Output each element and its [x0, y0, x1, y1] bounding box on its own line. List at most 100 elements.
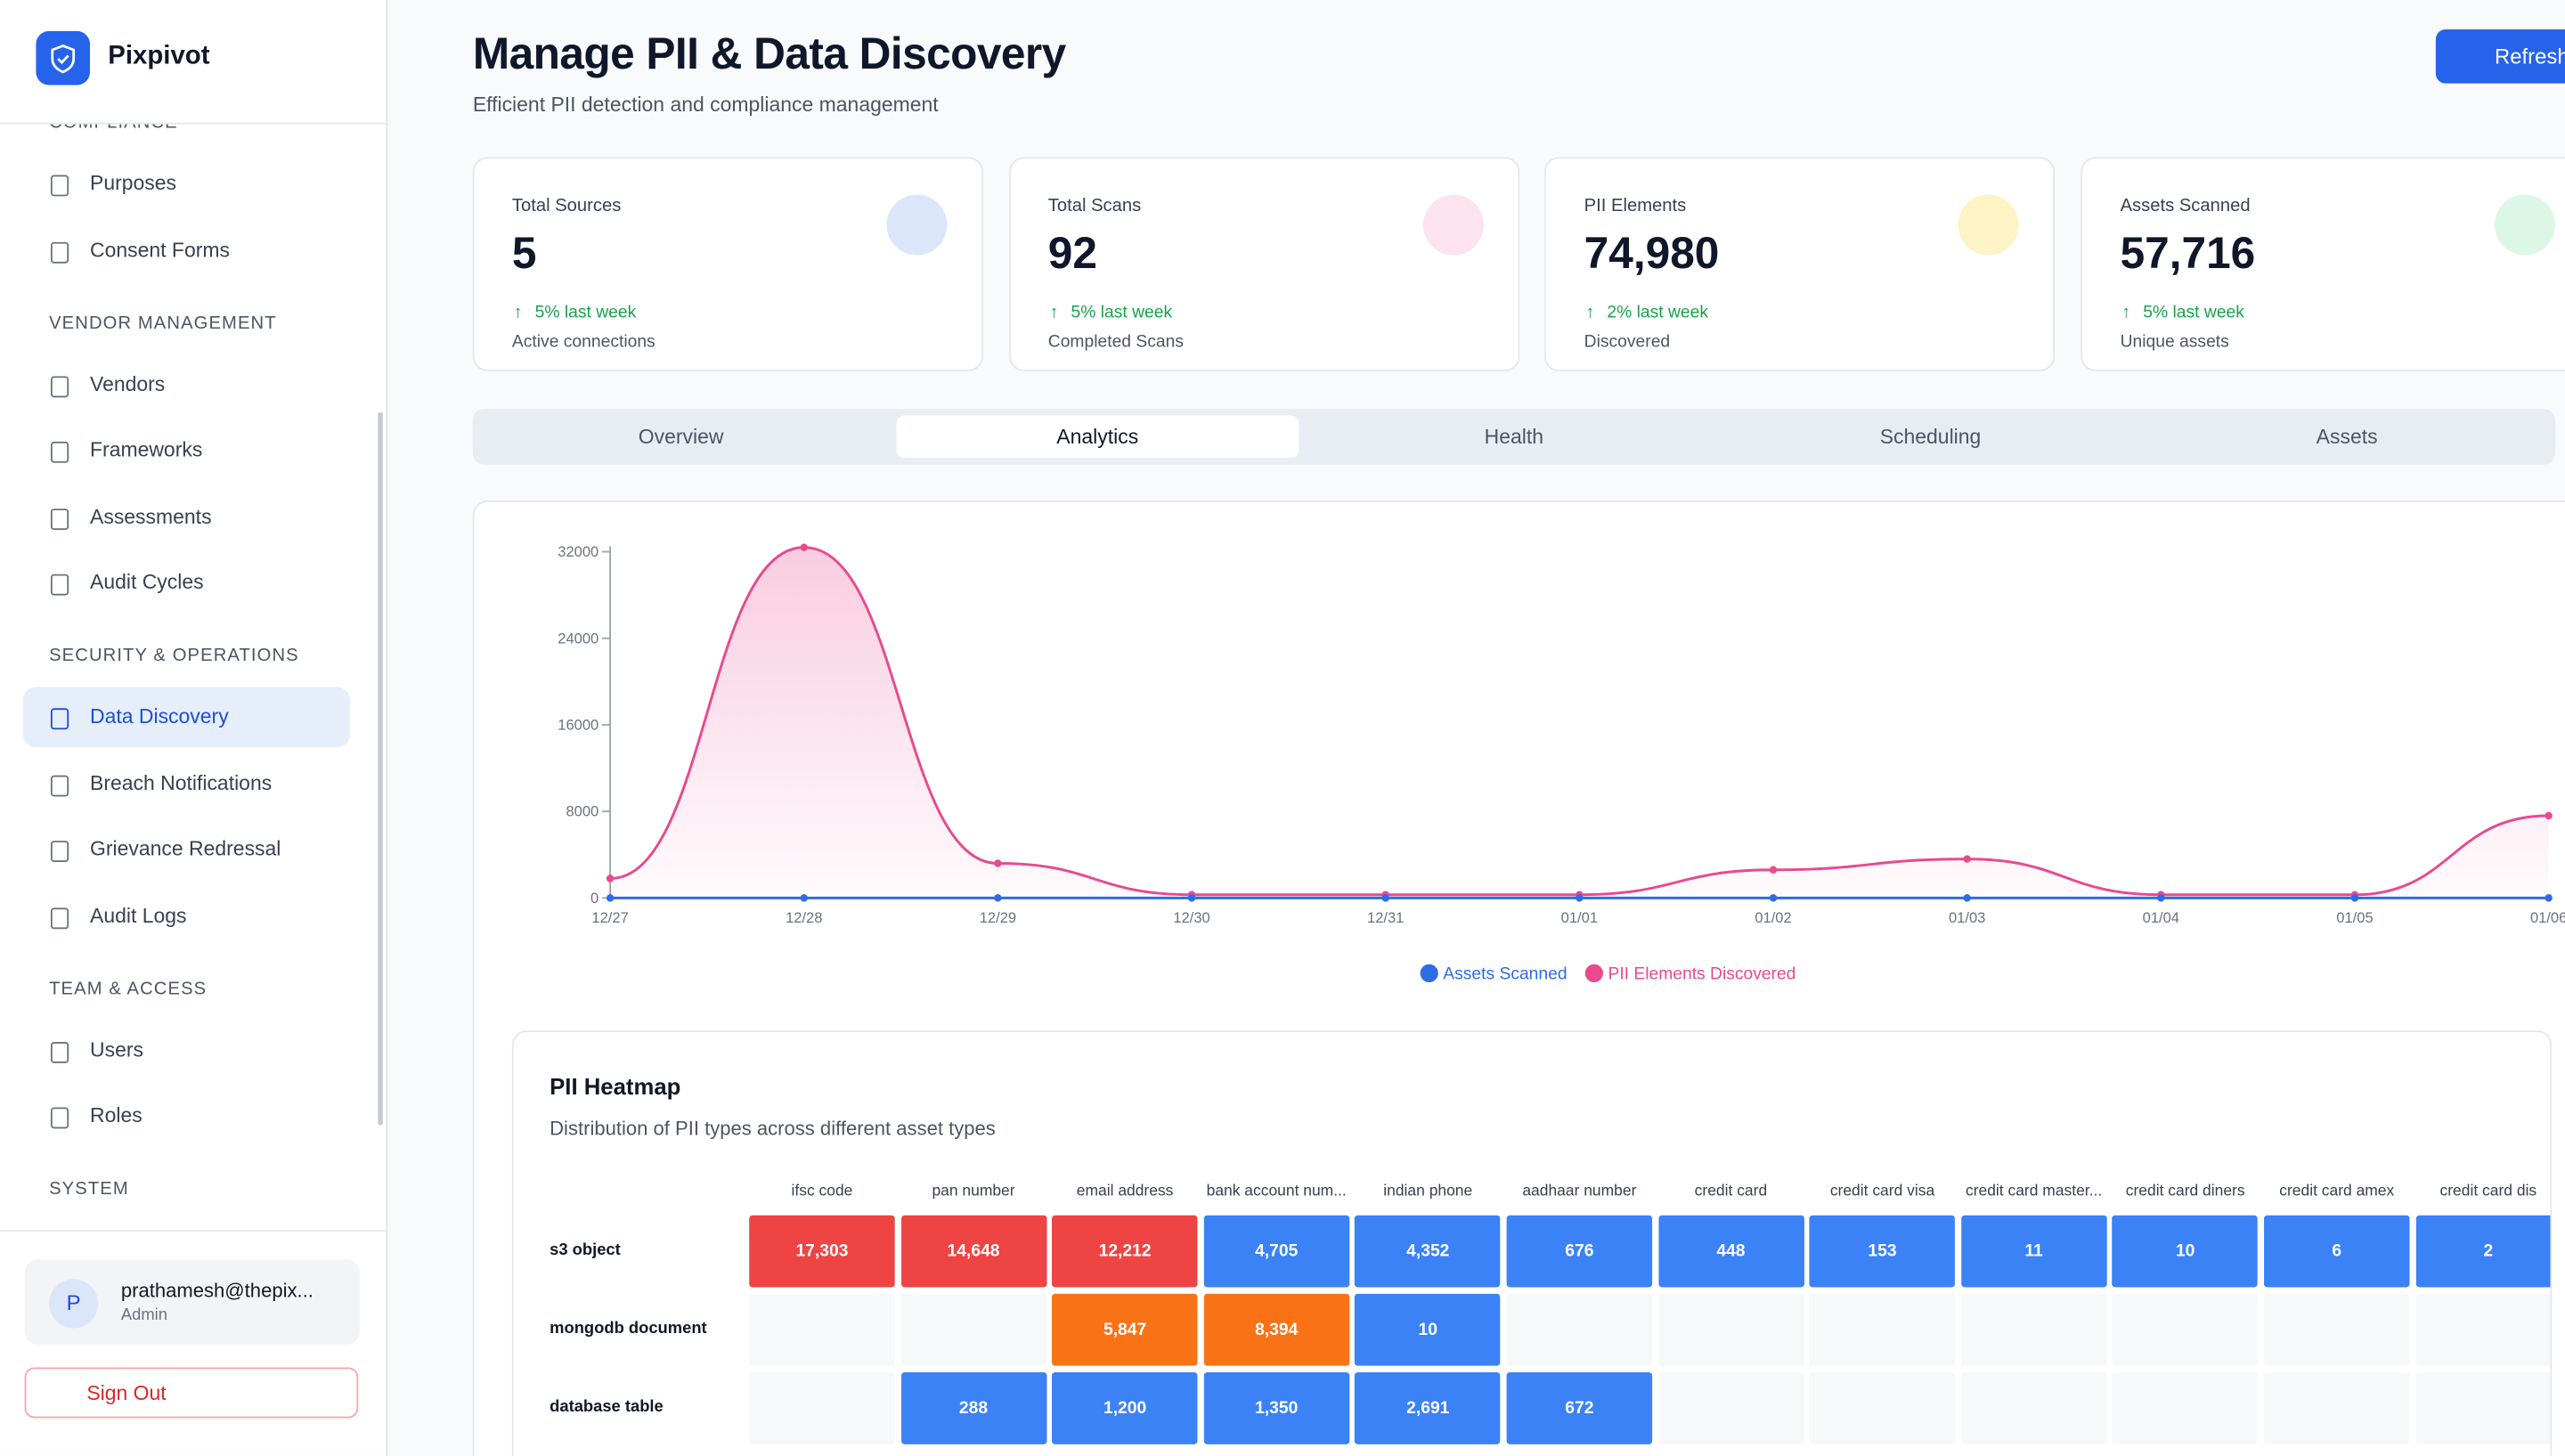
heatmap-column: credit card dis — [2439, 1182, 2537, 1201]
point — [1187, 894, 1196, 902]
point — [2350, 894, 2359, 902]
point — [2157, 894, 2165, 902]
heatmap-cell — [900, 1293, 1046, 1366]
nav-item[interactable]: Breach Notifications — [23, 753, 350, 814]
nav-item[interactable]: Roles — [23, 1086, 350, 1147]
heatmap-cell — [2415, 1372, 2551, 1444]
heatmap-cell: 4,705 — [1203, 1215, 1349, 1288]
heatmap-cell — [2112, 1293, 2259, 1366]
heatmap-column: indian phone — [1383, 1182, 1473, 1201]
y-tick-label: 0 — [590, 890, 598, 907]
stat-icon — [2495, 194, 2556, 256]
nav-item[interactable]: Audit Logs — [23, 886, 350, 947]
tab[interactable]: Health — [1484, 425, 1544, 449]
heatmap-column: pan number — [932, 1182, 1015, 1201]
page-subtitle: Efficient PII detection and compliance m… — [472, 93, 939, 117]
stat-value: 92 — [1047, 229, 1097, 279]
heatmap-cell — [1506, 1293, 1653, 1366]
heatmap-cell: 676 — [1506, 1215, 1653, 1288]
user-role: Admin — [120, 1306, 168, 1325]
heatmap-cell — [1809, 1372, 1956, 1444]
tab[interactable]: Assets — [2316, 425, 2378, 449]
heatmap-cell: 1,200 — [1052, 1372, 1198, 1444]
nav-item[interactable]: Data Discovery — [22, 687, 351, 748]
line — [610, 546, 2549, 897]
nav-item[interactable]: Assessments — [23, 486, 350, 547]
stat-label: Total Scans — [1047, 196, 1142, 216]
nav-section: TEAM & ACCESS — [49, 979, 208, 999]
x-tick-label: 01/05 — [2336, 909, 2373, 926]
stat-card: Total Sources 5 5% last week Active connect… — [472, 157, 983, 371]
tab[interactable]: Analytics — [895, 415, 1299, 459]
nav-item[interactable]: Audit Cycles — [23, 553, 350, 614]
x-tick-label: 12/30 — [1173, 909, 1209, 926]
stat-card: Total Scans 92 5% last week Completed Scans — [1008, 157, 1519, 371]
area — [610, 547, 2549, 899]
nav-section: SYSTEM — [49, 1179, 129, 1200]
nav-item[interactable]: Purposes — [23, 154, 350, 215]
heatmap-cell: 448 — [1657, 1215, 1804, 1288]
stat-icon — [1422, 194, 1484, 256]
heatmap-cell: 11 — [1960, 1215, 2107, 1288]
chart: 0 8000 16000 24000 32000 12/27 12/28 12/29 12/30… — [558, 543, 2565, 983]
nav-item[interactable]: Consent Forms — [23, 220, 350, 281]
brand: Pixpivot — [108, 42, 210, 70]
stat-note: Discovered — [1584, 331, 1671, 352]
heatmap-column: credit card — [1694, 1182, 1768, 1201]
heatmap-cell: 10 — [1355, 1293, 1502, 1366]
heatmap-cell — [2264, 1293, 2410, 1366]
y-tick-label: 16000 — [558, 716, 598, 733]
tabs: Overview Analytics Health Scheduling Assets — [472, 409, 2555, 465]
stat-label: PII Elements — [1584, 196, 1687, 216]
user-box[interactable]: P prathamesh@thepix... Admin — [24, 1259, 361, 1345]
nav-item[interactable]: Vendors — [23, 354, 350, 415]
heatmap-cell: 12,212 — [1052, 1215, 1198, 1288]
heatmap-row-label: database table — [550, 1398, 664, 1417]
heatmap-cell — [1657, 1372, 1804, 1444]
heatmap-cell: 8,394 — [1203, 1293, 1349, 1366]
point — [1769, 894, 1778, 902]
nav-item[interactable]: Grievance Redressal — [23, 819, 350, 880]
y-tick-label: 24000 — [558, 630, 598, 647]
heatmap-cell: 1,350 — [1203, 1372, 1349, 1444]
nav-viewport: COMPLIANCE Purposes Consent Forms VENDOR MA… — [0, 122, 387, 1232]
heatmap-cell: 2 — [2415, 1215, 2551, 1288]
stat-note: Active connections — [511, 331, 656, 352]
nav-item[interactable]: Frameworks — [23, 420, 350, 481]
point — [994, 859, 1002, 867]
point — [1963, 855, 1971, 863]
point — [1381, 894, 1389, 902]
x-tick-label: 01/04 — [2143, 909, 2179, 926]
x-tick-label: 12/31 — [1367, 909, 1404, 926]
stat-note: Unique assets — [2120, 331, 2229, 352]
heatmap-column: aadhaar number — [1522, 1182, 1637, 1201]
point — [1576, 894, 1584, 902]
heatmap-title: PII Heatmap — [550, 1072, 681, 1100]
point — [2545, 811, 2553, 820]
stat-card: PII Elements 74,980 2% last week Discovered — [1544, 157, 2056, 371]
point — [994, 894, 1002, 902]
logo — [36, 30, 91, 85]
stat-card: Assets Scanned 57,716 5% last week Unique a… — [2080, 157, 2565, 371]
heatmap-cell — [2264, 1372, 2410, 1444]
heatmap-column: credit card visa — [1829, 1182, 1935, 1201]
nav-section: COMPLIANCE — [49, 122, 178, 133]
tab[interactable]: Overview — [638, 425, 724, 449]
legend-swatch — [1420, 964, 1438, 982]
heatmap-column: email address — [1076, 1182, 1174, 1201]
stat-icon — [1958, 194, 2020, 256]
stat-change: 5% last week — [514, 303, 636, 322]
heatmap-cell: 17,303 — [749, 1215, 895, 1288]
tab[interactable]: Scheduling — [1879, 425, 1982, 449]
stat-label: Total Sources — [511, 196, 622, 216]
nav-item[interactable]: Users — [23, 1020, 350, 1080]
sign-out-button[interactable]: Sign Out — [24, 1367, 359, 1419]
nav-section: SECURITY & OPERATIONS — [49, 646, 299, 666]
legend-label: PII Elements Discovered — [1608, 964, 1796, 983]
refresh-button[interactable]: Refresh — [2435, 29, 2565, 84]
heatmap-subtitle: Distribution of PII types across differe… — [550, 1117, 996, 1141]
legend-swatch — [1584, 964, 1603, 982]
